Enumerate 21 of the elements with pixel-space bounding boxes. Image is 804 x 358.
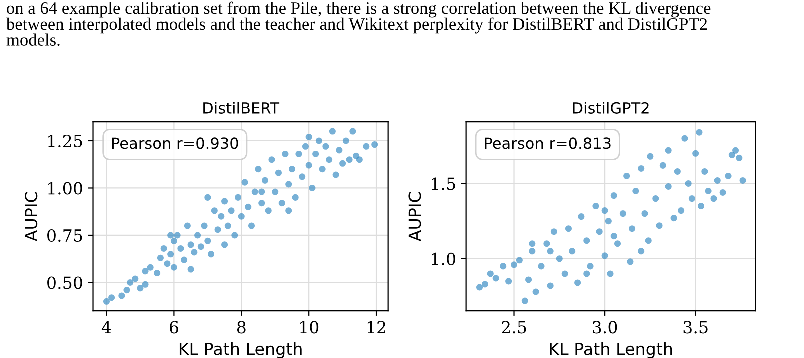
text: on a 64 example calibration set from the Pile, there is a strong correlation between the KL divergence between interpolated models and the teacher and Wikitext perplexity for DistilBERT and DistilGPT2 models.	[6, 2, 711, 46]
x-tick-label: 3.5	[684, 321, 708, 334]
chart-title: DistilBERT	[204, 102, 280, 114]
y-tick-label: 0.50	[48, 276, 82, 290]
x-tick-label: 6	[170, 321, 178, 334]
annotation: Pearson r=0.813	[485, 138, 611, 150]
y-axis-title: AUPIC	[408, 192, 422, 242]
y-tick-label: 1.0	[432, 252, 456, 266]
y-tick-label: 0.75	[48, 229, 82, 242]
x-tick-label: 12	[368, 321, 386, 334]
x-tick-label: 10	[300, 321, 319, 334]
x-tick-label: 3.0	[593, 321, 618, 334]
y-tick-label: 1.00	[48, 182, 82, 195]
chart-title: DistilGPT2	[573, 102, 649, 114]
x-tick-label: 8	[237, 321, 246, 334]
y-tick-label: 1.5	[432, 178, 456, 190]
x-tick-label: 2.5	[502, 321, 526, 334]
x-tick-label: 4	[102, 321, 112, 334]
y-tick-label: 1.25	[48, 134, 82, 148]
y-axis-title: AUPIC	[25, 192, 38, 242]
annotation: Pearson r=0.930	[112, 138, 238, 150]
